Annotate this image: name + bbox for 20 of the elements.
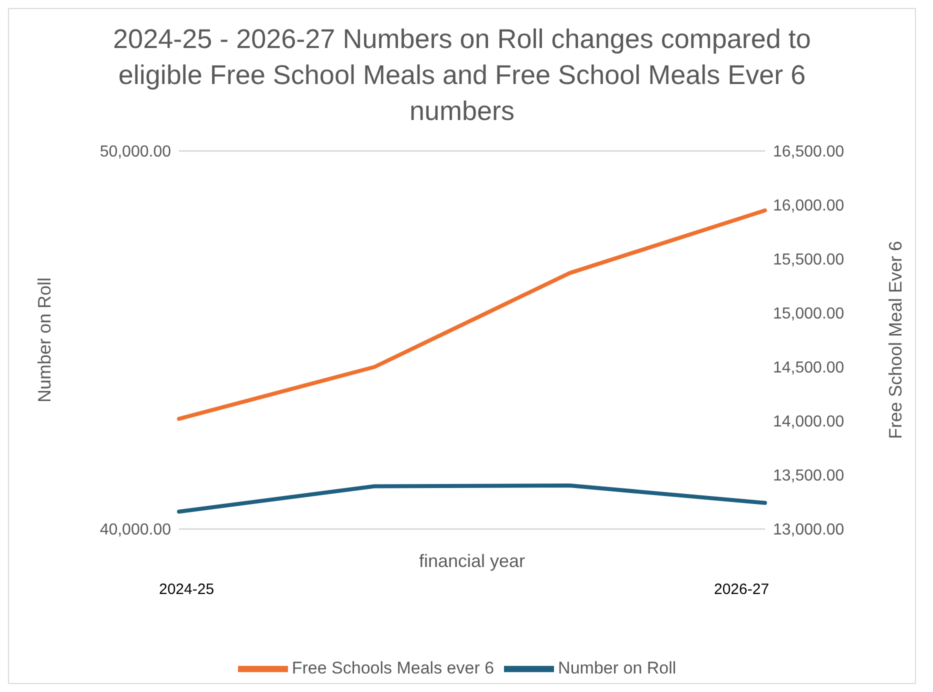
text: 2026-27: [714, 581, 770, 598]
y2-tick-label: 14,000.00: [773, 414, 844, 431]
y2-tick-label: 15,000.00: [773, 306, 844, 323]
line-series: [177, 208, 767, 421]
y2-axis-title: Free School Meal Ever 6: [885, 240, 906, 440]
legend-label: Number on Roll: [558, 658, 676, 678]
y2-tick-label: 16,000.00: [773, 198, 844, 215]
y-tick-label: 40,000.00: [100, 522, 172, 539]
y2-tick-label: 13,000.00: [773, 522, 844, 539]
text: 2024-25: [159, 581, 214, 598]
y2-tick-label: 16,500.00: [773, 144, 844, 161]
legend-label: Free Schools Meals ever 6: [292, 658, 494, 678]
chart-title: 2024-25 - 2026-27 Numbers on Roll changes compared to eligible Free School Meals and Free School Meals Ever 6 numbers: [112, 23, 812, 128]
x-axis-title: financial year: [418, 551, 526, 571]
y-tick-label: 50,000.00: [100, 144, 172, 161]
y2-tick-label: 13,500.00: [773, 468, 844, 485]
line-series: [177, 484, 767, 514]
y2-tick-label: 14,500.00: [773, 360, 844, 377]
y-axis-title: Number on Roll: [34, 277, 54, 403]
y2-tick-label: 15,500.00: [773, 252, 844, 269]
